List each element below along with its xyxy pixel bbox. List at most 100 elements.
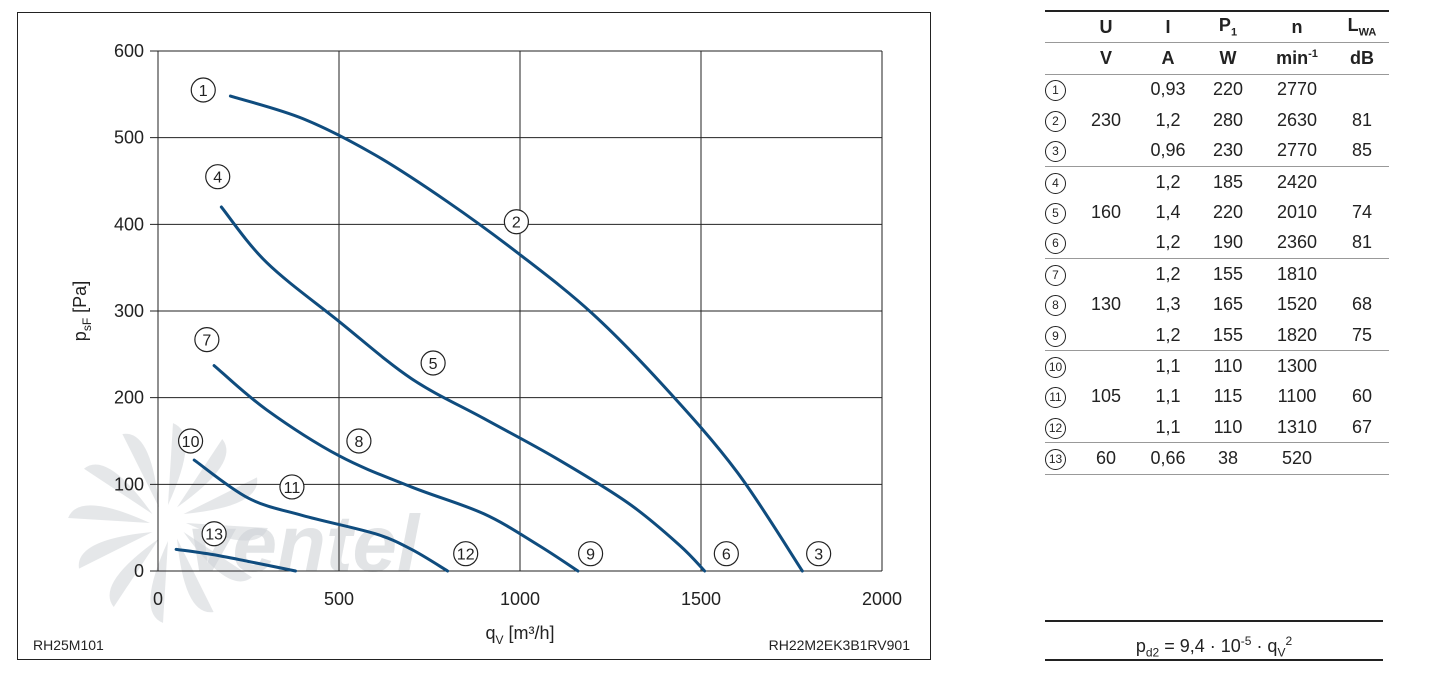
cell-sound: 74: [1351, 202, 1373, 223]
curve-label-circle: [806, 541, 832, 567]
watermark-blade: [183, 477, 258, 514]
chart-frame: ventel 1 2 3 4 5 6 7 8 9 10 11 12 13 0 500 1000 1500 200…: [17, 12, 931, 660]
cell-voltage: [1073, 351, 1139, 382]
spec-table: U I P1 n LWA V A W min-1 dB 1 0,93 220 2770…: [1045, 10, 1389, 475]
y-tick-label: 300: [114, 301, 144, 321]
curve-label-circle: [190, 77, 216, 103]
cell-speed: 520: [1281, 448, 1313, 469]
cell-voltage: 105: [1090, 386, 1122, 407]
curve-label-3: 3: [806, 541, 832, 567]
x-tick-label: 500: [324, 589, 354, 609]
header-voltage: U: [1099, 16, 1113, 37]
curve-label-circle: [205, 164, 231, 190]
cell-sound: [1335, 166, 1389, 197]
header-current: I: [1165, 16, 1171, 37]
watermark-blade: [109, 538, 159, 607]
cell-current: 1,2: [1155, 263, 1181, 284]
cell-sound: 81: [1351, 232, 1373, 253]
curve-label-number: 3: [814, 547, 823, 564]
cell-sound: [1335, 74, 1389, 105]
curve-label-number: 4: [213, 170, 222, 187]
cell-speed: 2630: [1276, 109, 1318, 130]
cell-voltage: [1073, 259, 1139, 290]
y-tick-label: 600: [114, 41, 144, 61]
unit-power: W: [1219, 48, 1237, 69]
curve-label-9: 9: [577, 541, 604, 567]
table-unit-row: V A W min-1 dB: [1045, 42, 1389, 74]
cell-current: 1,1: [1155, 355, 1181, 376]
cell-power: 185: [1212, 171, 1244, 192]
curve-label-5: 5: [420, 350, 446, 376]
formula-eq: = 9,4 · 10: [1159, 636, 1241, 656]
model-right-label: RH22M2EK3B1RV901: [769, 637, 911, 653]
cell-current: 1,1: [1155, 416, 1181, 437]
y-tick-label: 200: [114, 388, 144, 408]
curve-label-11: 11: [279, 474, 305, 500]
header-power: P1: [1218, 15, 1238, 39]
header-id: [1045, 11, 1073, 43]
curve-label-circle: [577, 541, 604, 567]
curve-label-number: 11: [284, 480, 301, 497]
y-tick-label: 400: [114, 214, 144, 234]
cell-power: 155: [1212, 263, 1244, 284]
cell-current: 1,1: [1155, 386, 1181, 407]
cell-sound: 81: [1351, 109, 1373, 130]
curve-label-number: 5: [429, 356, 438, 373]
cell-voltage: [1073, 136, 1139, 167]
formula-lhs: p: [1135, 636, 1146, 656]
row-id-badge: 5: [1045, 203, 1066, 225]
curve-label-number: 2: [512, 215, 521, 232]
curve-label-circle: [194, 327, 220, 353]
table-row: 10 1,1 110 1300: [1045, 350, 1389, 382]
cell-voltage: 160: [1090, 202, 1122, 223]
cell-power: 165: [1212, 294, 1244, 315]
y-tick-label: 0: [134, 561, 144, 581]
row-id-badge: 11: [1045, 387, 1066, 409]
y-tick-label: 500: [114, 128, 144, 148]
curve-4-5-6: [219, 205, 707, 573]
watermark-blade: [84, 464, 153, 514]
spec-body: 1 0,93 220 2770 2 230 1,2 280 2630 81 3 0,96 230 27…: [1045, 74, 1389, 475]
x-tick-label: 1500: [681, 589, 721, 609]
formula-lhs-sub: d2: [1145, 645, 1160, 660]
cell-speed: 1520: [1276, 294, 1318, 315]
cell-speed: 1810: [1276, 263, 1318, 284]
cell-power: 115: [1213, 386, 1243, 407]
x-axis-title: qV [m³/h]: [485, 623, 554, 647]
cell-voltage: [1073, 412, 1139, 443]
cell-power: 230: [1212, 140, 1244, 161]
watermark: ventel: [68, 423, 421, 623]
cell-power: 220: [1212, 202, 1244, 223]
cell-speed: 1300: [1276, 355, 1318, 376]
curve-label-number: 12: [457, 547, 475, 564]
curve-1-2-3: [228, 94, 804, 573]
cell-power: 190: [1212, 232, 1244, 253]
cell-sound: 60: [1351, 386, 1373, 407]
cell-current: 1,4: [1155, 202, 1181, 223]
row-id-badge: 1: [1045, 80, 1066, 102]
model-left-label: RH25M101: [33, 637, 104, 653]
cell-voltage: [1073, 166, 1139, 197]
pressure-formula: pd2 = 9,4 · 10-5 · qV2: [1045, 620, 1383, 661]
table-row: 5 160 1,4 220 2010 74: [1045, 197, 1389, 227]
curve-label-circle: [346, 428, 372, 454]
table-row: 9 1,2 155 1820 75: [1045, 320, 1389, 351]
y-axis-title: psF [Pa]: [70, 281, 94, 341]
x-tick-label: 0: [153, 589, 163, 609]
row-id-badge: 6: [1045, 233, 1066, 255]
unit-current: A: [1161, 48, 1175, 69]
cell-speed: 1310: [1276, 416, 1318, 437]
curve-label-number: 10: [182, 434, 200, 451]
table-row: 4 1,2 185 2420: [1045, 166, 1389, 197]
table-row: 8 130 1,3 165 1520 68: [1045, 290, 1389, 320]
curve-label-circle: [177, 428, 204, 454]
header-speed: n: [1291, 16, 1303, 37]
cell-sound: 75: [1351, 324, 1373, 345]
ticks: 0 500 1000 1500 2000 0 100 200 300 400 500 600: [114, 41, 902, 609]
unit-voltage: V: [1099, 48, 1112, 69]
row-id-badge: 13: [1045, 449, 1066, 471]
grid-lines: [150, 50, 883, 572]
cell-current: 1,2: [1155, 109, 1181, 130]
cell-voltage: [1073, 228, 1139, 259]
